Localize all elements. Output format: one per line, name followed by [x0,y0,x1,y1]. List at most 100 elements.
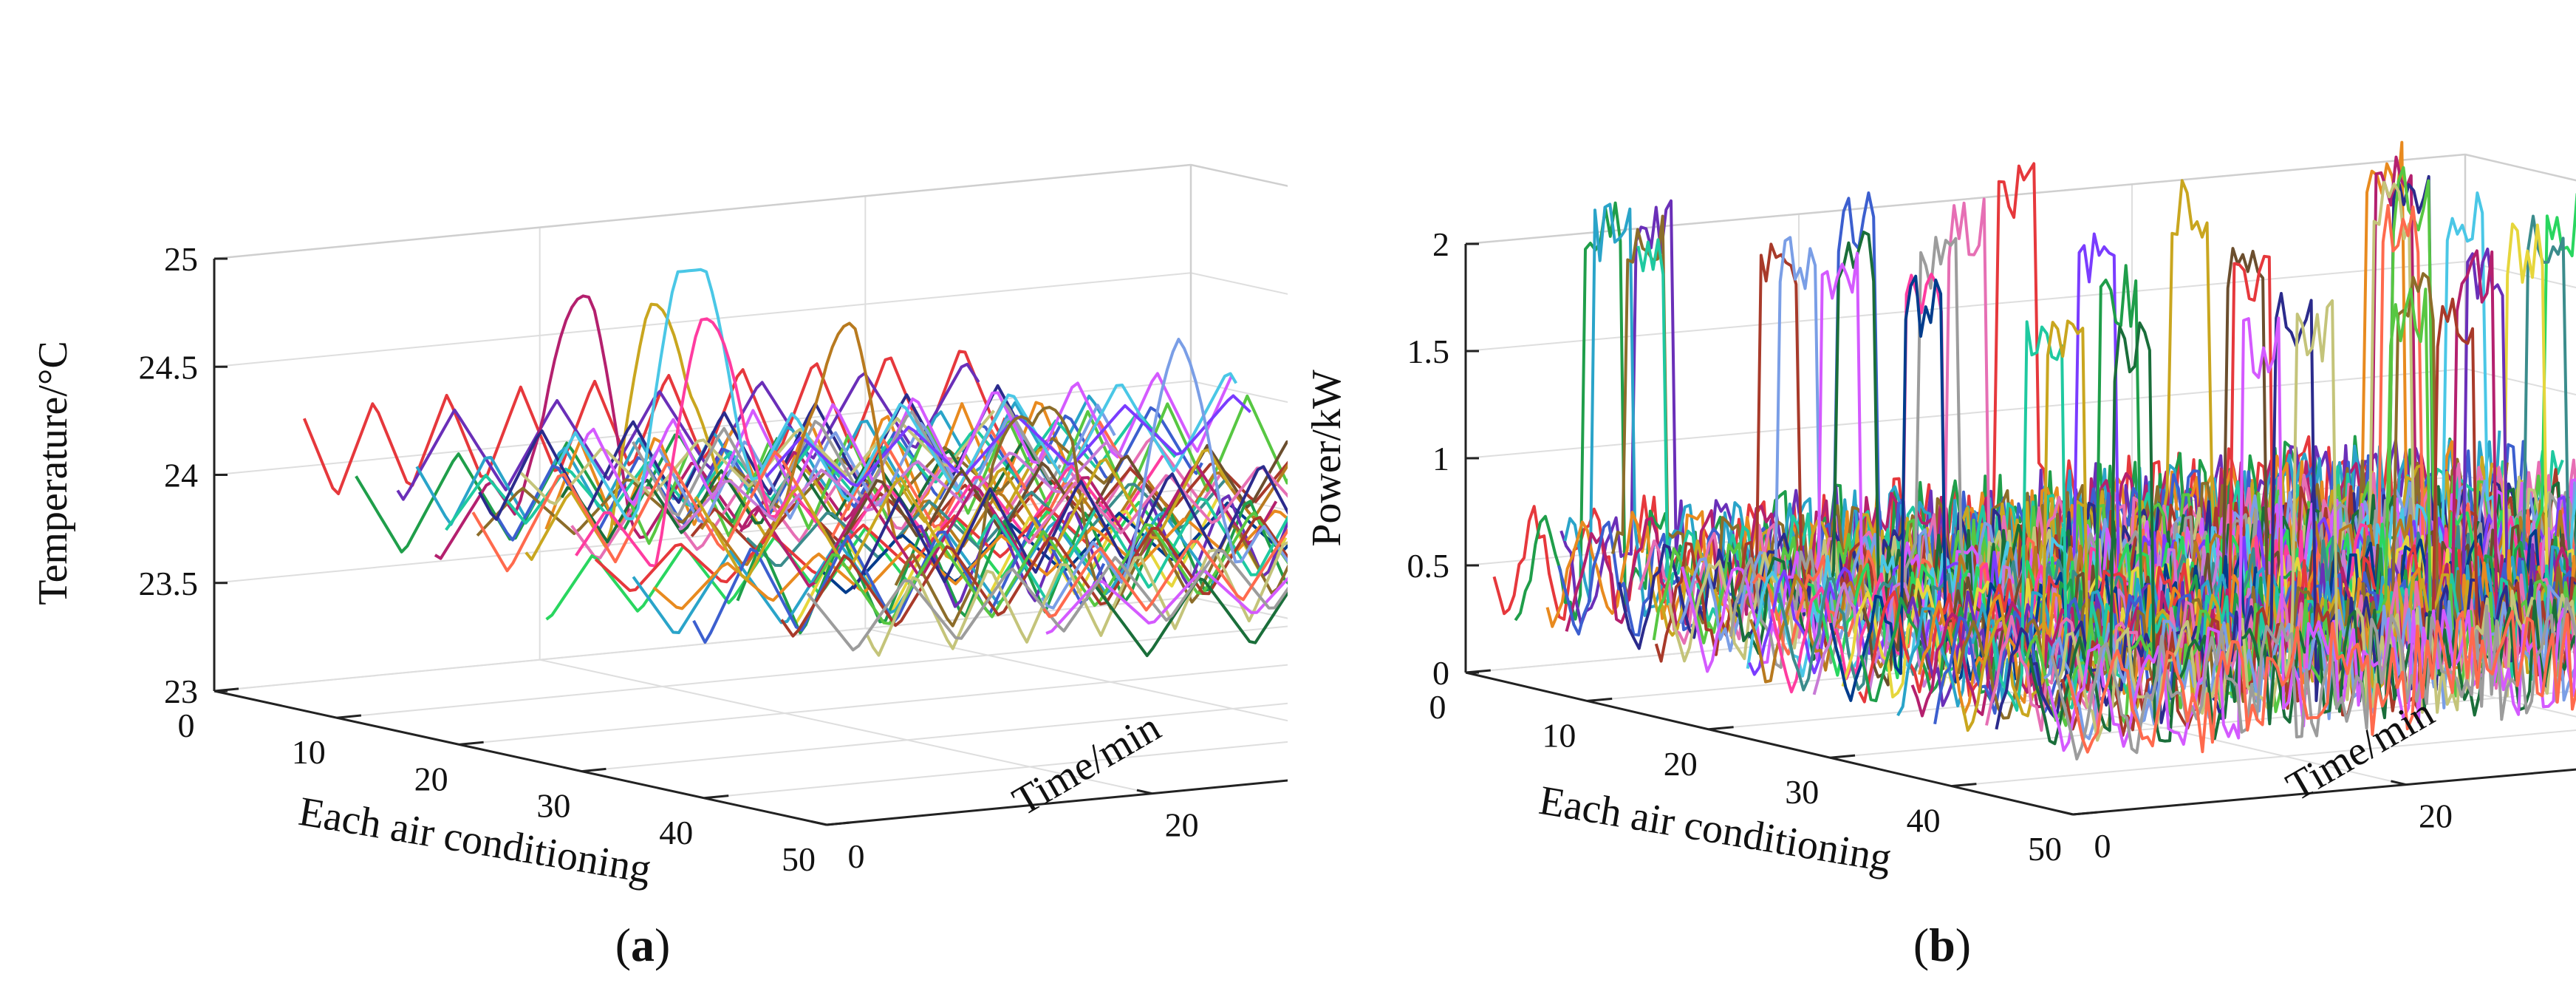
series-line [575,317,1164,568]
series-line [594,506,1110,592]
tick-layer: 00.511.52010203040500204060 [1407,225,2453,868]
y-tick-label: 20 [1165,806,1199,844]
y-tick-label: 20 [2419,797,2453,835]
x-tick [2072,811,2098,816]
x-tick-label: 50 [782,840,816,878]
y-tick [810,820,827,826]
panel-label-b: (b) [1913,919,1971,971]
box-edge [213,163,1192,260]
x-axis-label: Each air conditioning [295,789,655,893]
z-tick-label: 25 [164,240,198,278]
z-tick-label: 24 [164,457,198,494]
y-tick-label: 0 [2094,827,2111,865]
series-layer [1492,140,2576,760]
panel-label-a: (a) [615,919,671,971]
series-line [852,465,1288,591]
y-tick [1136,789,1152,795]
box-edge [2464,153,2576,182]
series-line [745,478,1227,568]
grid-line [581,702,1288,772]
x-tick-label: 20 [414,760,448,797]
z-tick-label: 23.5 [139,565,199,602]
series-line [866,541,1288,657]
grid-line [213,596,1192,692]
z-axis-label: Temperature/°C [30,341,76,605]
grid-line [865,627,1288,722]
x-tick [826,821,852,826]
x-tick [213,687,239,693]
x-tick-label: 40 [1907,802,1941,840]
series-line [780,516,1288,638]
series-line [1094,576,1288,658]
x-tick [336,714,361,719]
x-tick [1465,669,1491,674]
grid-line [1190,164,1288,187]
x-tick [704,794,729,800]
series-line [2066,610,2576,754]
x-tick-label: 50 [2028,830,2062,868]
y-axis-line [826,779,1288,826]
box-edge [1190,163,1288,187]
z-tick-label: 0.5 [1407,547,1450,585]
x-tick-label: 30 [1785,773,1819,811]
z-tick-label: 24.5 [139,348,199,386]
z-axis-label: Power/kW [1304,370,1350,547]
z-tick-label: 1 [1432,440,1449,477]
x-tick-label: 0 [1429,688,1446,726]
grid-line [539,659,1152,794]
x-tick [1587,697,1613,702]
series-line [1045,570,1288,635]
x-tick-label: 20 [1664,745,1698,783]
x-tick-label: 0 [178,707,195,744]
z-tick-label: 1.5 [1407,333,1450,370]
series-line [1990,320,2576,712]
x-axis-line [213,690,827,826]
x-tick-label: 10 [292,733,326,771]
series-layer [302,268,1288,658]
x-axis-line [1465,671,2074,816]
grid-line [213,488,1192,584]
x-tick [459,741,484,746]
grid-line [2464,261,2576,289]
grid-line [336,625,1288,719]
y-tick [2057,809,2074,816]
power-3d-chart: 00.511.52010203040500204060 Each air con… [1304,140,2576,971]
x-tick-label: 10 [1542,716,1576,754]
z-tick-label: 0 [1432,654,1449,692]
series-line [692,517,1106,644]
series-line [525,302,1092,561]
grid-line [1190,272,1288,295]
z-tick-label: 23 [164,673,198,710]
series-line [976,497,1288,601]
series-line [806,548,1288,652]
series-line [1040,338,1288,610]
grid-line [704,741,1288,799]
series-line [396,362,980,501]
x-tick [581,767,607,773]
z-tick-label: 2 [1432,225,1449,263]
grid-line [1465,368,2466,459]
y-tick [2391,780,2407,786]
series-line [694,448,1233,581]
box-edge [1465,153,2466,245]
x-tick-label: 30 [536,787,570,825]
series-line [556,268,1238,521]
x-tick [1708,726,1734,731]
x-tick [1830,754,1856,759]
x-axis-label: Each air conditioning [1536,777,1895,882]
grid-line [1951,729,2576,787]
series-line [1961,319,2576,732]
grid-line [459,664,1288,746]
y-axis-line [2072,768,2576,816]
x-tick [1951,783,1977,788]
x-tick-label: 40 [659,814,693,851]
series-line [1042,528,1288,619]
chart-panel-b: 00.511.52010203040500204060 Each air con… [1288,0,2576,997]
series-line [570,435,1223,559]
series-line [2028,321,2576,746]
series-line [2047,316,2576,752]
y-tick-label: 0 [848,837,865,875]
